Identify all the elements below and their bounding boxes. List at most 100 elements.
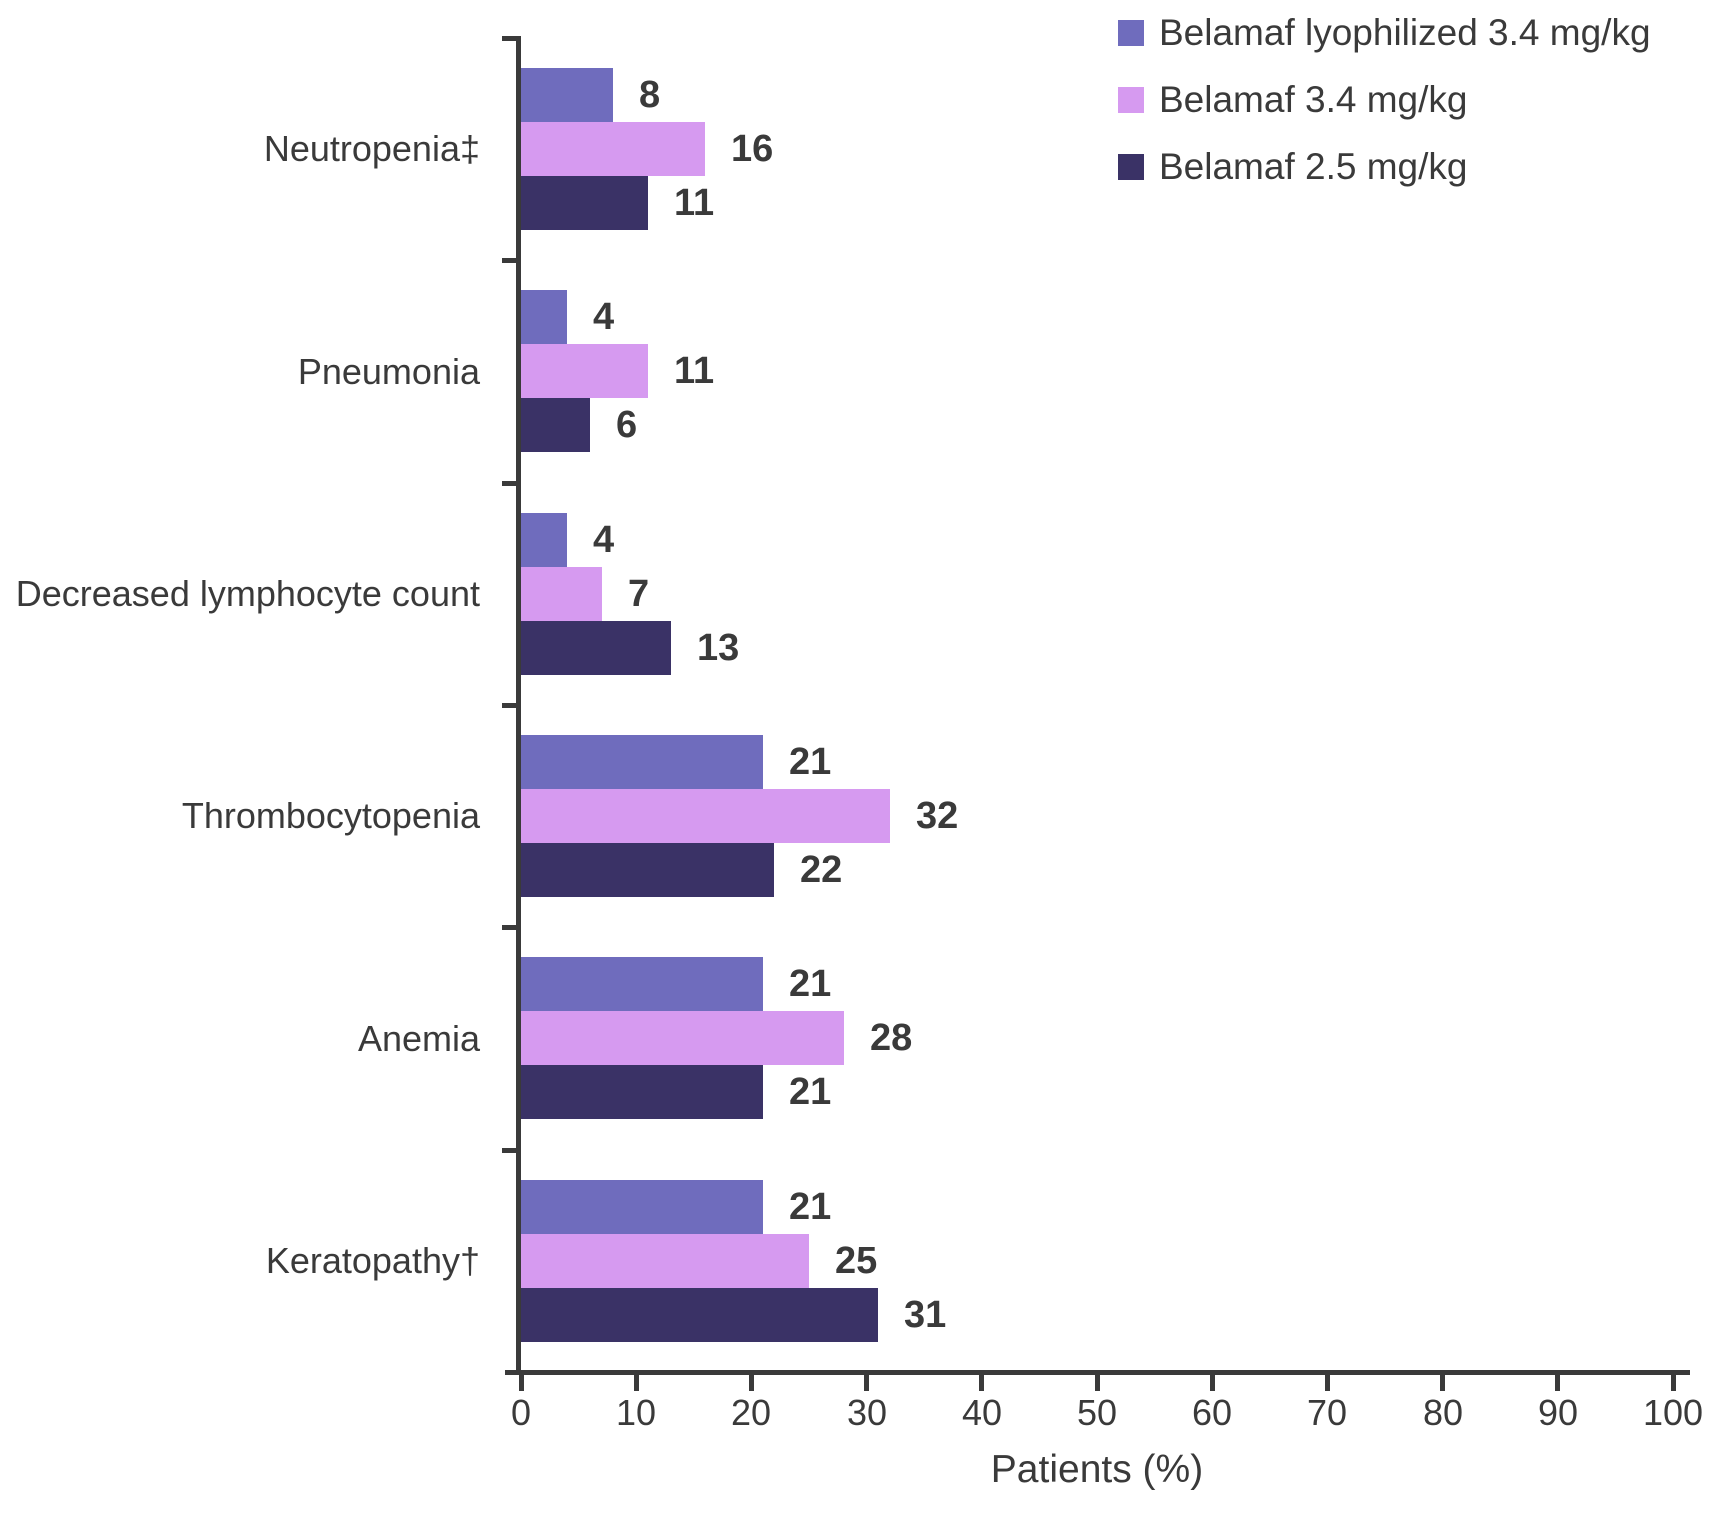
bar-value-label: 11 [674, 350, 715, 392]
bar [521, 122, 705, 176]
bar-row: 21 [521, 735, 1673, 789]
legend-label: Belamaf 3.4 mg/kg [1159, 79, 1468, 120]
x-tick-label: 80 [1422, 1392, 1464, 1433]
category-label: Decreased lymphocyte count [15, 573, 480, 614]
bar-group: 4 11 6 [521, 260, 1673, 482]
bar [521, 567, 602, 621]
bar-row: 21 [521, 957, 1673, 1011]
category-label: Thrombocytopenia [181, 795, 480, 836]
bar-value-label: 31 [904, 1294, 947, 1336]
bar-value-label: 22 [800, 849, 843, 891]
legend-item: Belamaf 2.5 mg/kg [1118, 144, 1651, 190]
bar [521, 68, 613, 122]
bar-value-label: 25 [835, 1240, 878, 1282]
legend-swatch-icon [1118, 87, 1144, 113]
bar-value-label: 13 [697, 627, 740, 669]
bar-value-label: 6 [616, 404, 638, 446]
legend: Belamaf lyophilized 3.4 mg/kg Belamaf 3.4… [1118, 10, 1651, 211]
legend-label: Belamaf lyophilized 3.4 mg/kg [1159, 12, 1651, 53]
bar-row: 21 [521, 1065, 1673, 1119]
x-tick [1440, 1375, 1445, 1391]
x-tick-label: 30 [846, 1392, 888, 1433]
bar [521, 1065, 763, 1119]
bar-row: 22 [521, 843, 1673, 897]
bar-value-label: 11 [674, 182, 715, 224]
bar-value-label: 7 [628, 573, 650, 615]
x-tick [749, 1375, 754, 1391]
bar [521, 176, 648, 230]
bar-row: 28 [521, 1011, 1673, 1065]
bar [521, 621, 671, 675]
bar-row: 16 [521, 122, 1673, 176]
bar [521, 513, 567, 567]
bar [521, 735, 763, 789]
bar-value-label: 21 [789, 963, 832, 1005]
bar-row: 6 [521, 398, 1673, 452]
bar-value-label: 28 [870, 1017, 913, 1059]
bar-value-label: 21 [789, 1186, 832, 1228]
x-tick-label: 70 [1306, 1392, 1348, 1433]
bar [521, 1180, 763, 1234]
bar-value-label: 21 [789, 741, 832, 783]
x-axis-title: Patients (%) [990, 1448, 1204, 1491]
legend-item: Belamaf 3.4 mg/kg [1118, 77, 1651, 123]
bar-group: 21 28 21 [521, 927, 1673, 1149]
bar-row: 4 [521, 513, 1673, 567]
bar-group: 8 16 11 [521, 38, 1673, 260]
legend-item: Belamaf lyophilized 3.4 mg/kg [1118, 10, 1651, 56]
x-tick [1325, 1375, 1330, 1391]
y-tick [502, 1148, 517, 1153]
bar-value-label: 16 [731, 128, 774, 170]
y-tick [502, 481, 517, 486]
bar-row: 13 [521, 621, 1673, 675]
x-tick-label: 100 [1642, 1392, 1704, 1433]
legend-swatch-icon [1118, 20, 1144, 46]
bar-value-label: 4 [593, 296, 615, 338]
bar-row: 25 [521, 1234, 1673, 1288]
bar [521, 1234, 809, 1288]
bar-row: 11 [521, 176, 1673, 230]
bar [521, 398, 590, 452]
legend-label: Belamaf 2.5 mg/kg [1159, 146, 1468, 187]
bar [521, 290, 567, 344]
y-tick [502, 258, 517, 263]
bar-row: 7 [521, 567, 1673, 621]
bar-group: 4 7 13 [521, 483, 1673, 705]
x-tick-label: 40 [961, 1392, 1003, 1433]
bar-group: 21 25 31 [521, 1150, 1673, 1372]
bar [521, 843, 774, 897]
bar-row: 4 [521, 290, 1673, 344]
x-tick-label: 20 [730, 1392, 772, 1433]
x-tick [634, 1375, 639, 1391]
x-tick [1671, 1375, 1676, 1391]
bar [521, 789, 890, 843]
bar [521, 1011, 844, 1065]
category-label: Neutropenia‡ [263, 128, 480, 169]
bar-row: 11 [521, 344, 1673, 398]
x-tick [1210, 1375, 1215, 1391]
bar-row: 21 [521, 1180, 1673, 1234]
bar-value-label: 21 [789, 1071, 832, 1113]
x-tick-label: 90 [1537, 1392, 1579, 1433]
bar-row: 32 [521, 789, 1673, 843]
bar-value-label: 4 [593, 519, 615, 561]
y-axis-line [516, 36, 521, 1375]
category-label: Pneumonia [297, 351, 480, 392]
x-tick-label: 50 [1076, 1392, 1118, 1433]
category-label: Anemia [357, 1018, 480, 1059]
x-tick-label: 0 [510, 1392, 532, 1433]
legend-swatch-icon [1118, 154, 1144, 180]
bar-row: 8 [521, 68, 1673, 122]
y-tick [502, 703, 517, 708]
bar-row: 31 [521, 1288, 1673, 1342]
x-tick [864, 1375, 869, 1391]
bar [521, 957, 763, 1011]
x-axis-line [505, 1370, 1690, 1375]
x-tick-label: 10 [615, 1392, 657, 1433]
bar-group: 21 32 22 [521, 705, 1673, 927]
x-tick-label: 60 [1191, 1392, 1233, 1433]
x-tick [1555, 1375, 1560, 1391]
y-tick [502, 925, 517, 930]
x-tick [979, 1375, 984, 1391]
